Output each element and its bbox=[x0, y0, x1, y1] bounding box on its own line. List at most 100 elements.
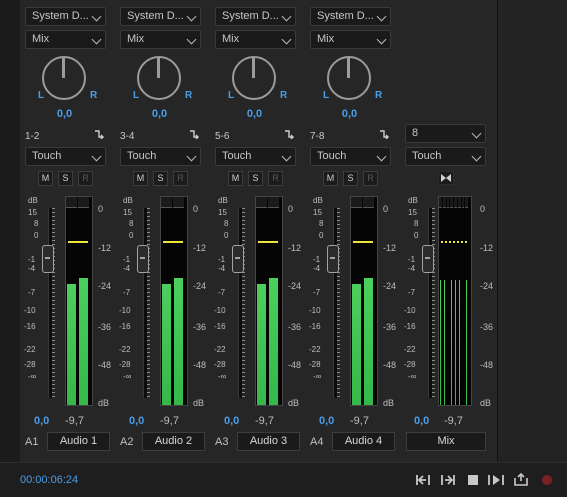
chevron-down-icon bbox=[376, 11, 387, 22]
mix-channel-count: 8 bbox=[412, 127, 419, 139]
send-mode-select[interactable]: Mix bbox=[120, 30, 201, 49]
send-mode-select[interactable]: Mix bbox=[215, 30, 296, 49]
track-name[interactable]: Audio 1 bbox=[47, 432, 110, 451]
meter-peak-hold-cap bbox=[78, 197, 89, 208]
fader-scale-label: 0 bbox=[224, 231, 229, 240]
volume-fader[interactable] bbox=[137, 245, 149, 273]
mute-button[interactable]: M bbox=[323, 171, 338, 186]
record-icon[interactable] bbox=[538, 472, 556, 488]
input-select[interactable]: System D... bbox=[25, 7, 106, 26]
stop-icon[interactable] bbox=[464, 472, 482, 488]
chevron-down-icon bbox=[91, 34, 102, 45]
mix-automation-select[interactable]: Touch bbox=[405, 147, 486, 166]
routing-icon[interactable] bbox=[379, 129, 389, 139]
routing-icon[interactable] bbox=[284, 129, 294, 139]
volume-value[interactable]: 0,0 bbox=[224, 415, 240, 427]
solo-button[interactable]: S bbox=[248, 171, 263, 186]
pan-value[interactable]: 0,0 bbox=[341, 108, 358, 120]
record-enable-button[interactable]: R bbox=[78, 171, 93, 186]
fader-scale-label: 15 bbox=[28, 208, 37, 217]
fader-scale-label: -7 bbox=[28, 288, 36, 297]
automation-select[interactable]: Touch bbox=[25, 147, 106, 166]
mute-button[interactable]: M bbox=[133, 171, 148, 186]
meter-peak-hold-cap bbox=[363, 197, 374, 208]
pan-left-label: L bbox=[323, 90, 330, 101]
mute-button[interactable]: M bbox=[228, 171, 243, 186]
automation-select[interactable]: Touch bbox=[310, 147, 391, 166]
automation-mode: Touch bbox=[127, 150, 157, 162]
input-select[interactable]: System D... bbox=[120, 7, 201, 26]
input-select[interactable]: System D... bbox=[215, 7, 296, 26]
record-enable-button[interactable]: R bbox=[173, 171, 188, 186]
bowtie-link-icon[interactable] bbox=[438, 171, 454, 185]
automation-select[interactable]: Touch bbox=[120, 147, 201, 166]
go-to-in-icon[interactable] bbox=[414, 472, 432, 488]
input-select[interactable]: System D... bbox=[310, 7, 391, 26]
fader-scale-label: -4 bbox=[123, 264, 131, 273]
mix-name[interactable]: Mix bbox=[406, 432, 486, 451]
meter-peak-hold-cap bbox=[461, 197, 465, 208]
track-name[interactable]: Audio 3 bbox=[237, 432, 300, 451]
pan-knob[interactable] bbox=[42, 56, 86, 100]
loop-icon[interactable] bbox=[512, 472, 530, 488]
pan-knob-needle bbox=[62, 58, 65, 78]
track-name[interactable]: Audio 2 bbox=[142, 432, 205, 451]
pan-knob[interactable] bbox=[232, 56, 276, 100]
track-name[interactable]: Audio 4 bbox=[332, 432, 395, 451]
meter-peak-hold-cap bbox=[66, 197, 77, 208]
meter-scale-label: -24 bbox=[193, 281, 207, 291]
volume-value[interactable]: 0,0 bbox=[319, 415, 335, 427]
fader-scale-label: -28 bbox=[214, 360, 226, 369]
pan-value[interactable]: 0,0 bbox=[151, 108, 168, 120]
meter-level-bar bbox=[352, 284, 361, 405]
volume-fader[interactable] bbox=[232, 245, 244, 273]
fader-scale-label: -22 bbox=[309, 345, 321, 354]
mix-volume-fader[interactable] bbox=[422, 245, 434, 273]
routing-icon[interactable] bbox=[189, 129, 199, 139]
chevron-down-icon bbox=[471, 128, 482, 139]
meter-scale-label: 0 bbox=[98, 204, 104, 214]
fader-scale-label: 0 bbox=[319, 231, 324, 240]
fader-scale-label: -∞ bbox=[313, 372, 322, 381]
pan-knob[interactable] bbox=[327, 56, 371, 100]
timecode-display[interactable]: 00:00:06:24 bbox=[20, 474, 79, 486]
go-to-out-icon[interactable] bbox=[439, 472, 457, 488]
meter-scale-label: -12 bbox=[98, 243, 112, 253]
fader-scale-label: -∞ bbox=[123, 372, 132, 381]
mix-meter-scale-label: -24 bbox=[480, 281, 494, 291]
fader-ticks bbox=[147, 208, 150, 398]
fader-scale-label: -16 bbox=[24, 322, 36, 331]
send-mode-select[interactable]: Mix bbox=[25, 30, 106, 49]
volume-value[interactable]: 0,0 bbox=[34, 415, 50, 427]
solo-button[interactable]: S bbox=[153, 171, 168, 186]
mix-meter-scale-label: -36 bbox=[480, 322, 494, 332]
meter-level-bar bbox=[443, 280, 445, 405]
mix-channel-count-select[interactable]: 8 bbox=[405, 124, 486, 143]
fader-scale-label: 8 bbox=[34, 219, 39, 228]
pan-value[interactable]: 0,0 bbox=[246, 108, 263, 120]
mix-fader-scale-label: -22 bbox=[404, 345, 416, 354]
pan-knob[interactable] bbox=[137, 56, 181, 100]
mute-button[interactable]: M bbox=[38, 171, 53, 186]
record-enable-button[interactable]: R bbox=[363, 171, 378, 186]
volume-value[interactable]: 0,0 bbox=[129, 415, 145, 427]
solo-button[interactable]: S bbox=[343, 171, 358, 186]
mix-volume-value[interactable]: 0,0 bbox=[414, 415, 430, 427]
fader-ticks bbox=[242, 208, 245, 398]
routing-icon[interactable] bbox=[94, 129, 104, 139]
meter-scale-label: -12 bbox=[288, 243, 302, 253]
solo-button[interactable]: S bbox=[58, 171, 73, 186]
chevron-down-icon bbox=[91, 151, 102, 162]
meter-level-bar bbox=[462, 280, 464, 405]
automation-select[interactable]: Touch bbox=[215, 147, 296, 166]
play-in-to-out-icon[interactable] bbox=[487, 472, 505, 488]
send-mode-select[interactable]: Mix bbox=[310, 30, 391, 49]
volume-fader[interactable] bbox=[327, 245, 339, 273]
record-enable-button[interactable]: R bbox=[268, 171, 283, 186]
pan-value[interactable]: 0,0 bbox=[56, 108, 73, 120]
volume-fader[interactable] bbox=[42, 245, 54, 273]
meter-peak-hold-cap bbox=[161, 197, 172, 208]
input-select-value: System D... bbox=[32, 10, 89, 22]
meter-scale-label: dB bbox=[193, 398, 205, 408]
